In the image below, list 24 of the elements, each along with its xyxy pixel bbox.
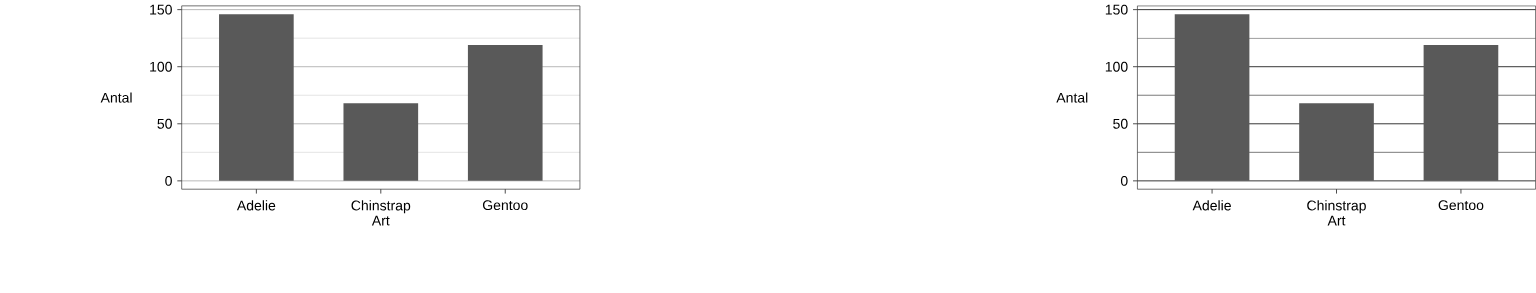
bar	[467, 44, 543, 181]
bar	[1174, 14, 1250, 181]
x-tick-label: Chinstrap	[351, 200, 411, 214]
y-tick-label: 0	[165, 175, 172, 186]
y-axis-title: Antal	[1056, 92, 1088, 103]
x-tick-label: Gentoo	[482, 200, 528, 211]
bar	[1299, 103, 1374, 181]
x-tick-label: Adelie	[1192, 200, 1231, 211]
x-tick-label: Chinstrap	[1307, 200, 1366, 214]
y-tick-label: 100	[150, 61, 172, 72]
x-axis-title: Art	[371, 215, 390, 226]
y-axis-title: Antal	[100, 92, 132, 103]
x-tick-label: Adelie	[236, 200, 276, 211]
bar	[1423, 44, 1499, 181]
bar	[219, 14, 294, 181]
x-tick-label: Gentoo	[1438, 200, 1484, 211]
y-tick-label: 0	[1120, 175, 1128, 186]
y-tick-label: 50	[1113, 118, 1128, 129]
x-axis-title: Art	[1327, 215, 1346, 226]
y-tick-label: 50	[157, 118, 172, 129]
y-tick-label: 150	[1105, 4, 1128, 15]
bar	[343, 103, 419, 181]
y-tick-label: 150	[150, 4, 172, 15]
y-tick-label: 100	[1105, 61, 1128, 72]
